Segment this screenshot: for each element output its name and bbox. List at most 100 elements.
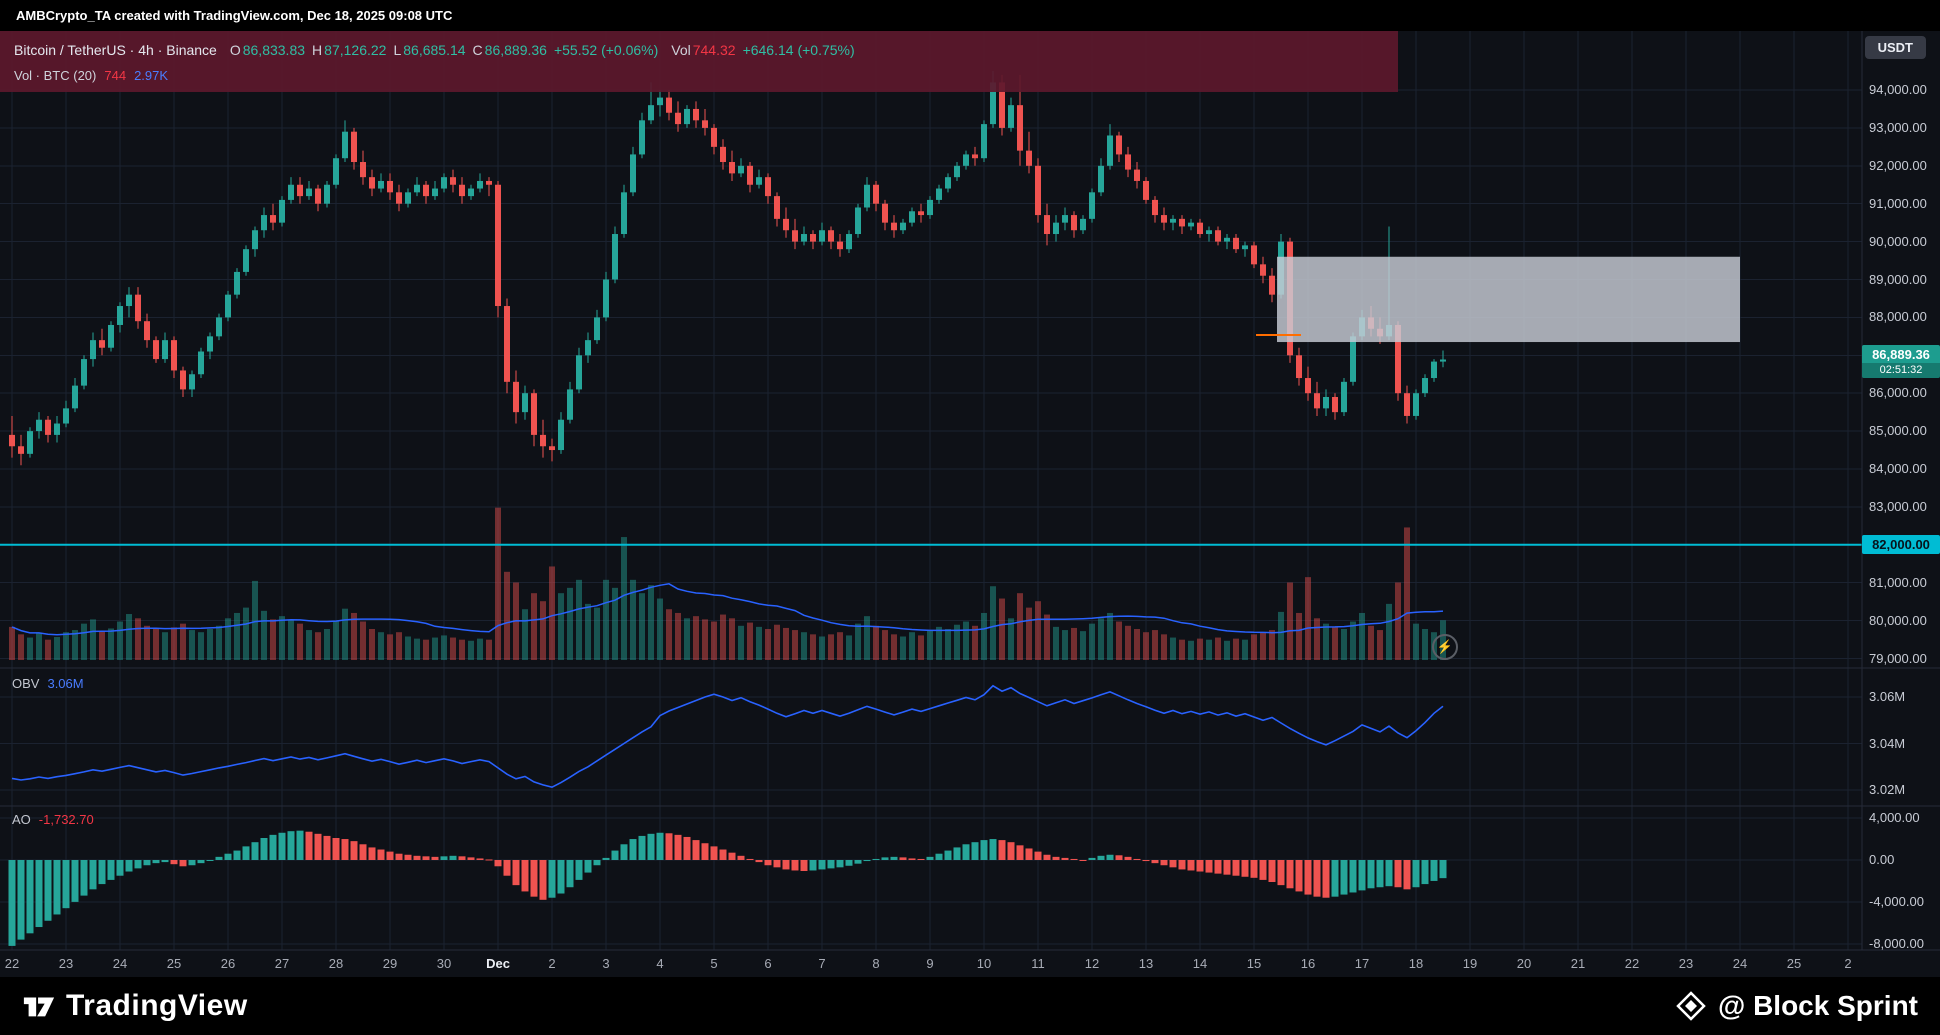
time-tick-label: 24	[1732, 956, 1748, 971]
close-label: C	[472, 42, 483, 58]
time-tick-label: 22	[4, 956, 20, 971]
time-tick-label: 14	[1192, 956, 1208, 971]
price-tick-label: 94,000.00	[1869, 82, 1927, 97]
time-tick-label: 16	[1300, 956, 1316, 971]
volume-bars	[9, 507, 1446, 660]
grid-lines	[0, 31, 1862, 950]
current-price-tag: 86,889.36 02:51:32	[1862, 345, 1940, 378]
hline-price-tag: 82,000.00	[1862, 535, 1940, 554]
time-tick-label: 22	[1624, 956, 1640, 971]
price-tick-label: 89,000.00	[1869, 271, 1927, 287]
price-tick-label: 88,000.00	[1869, 309, 1927, 325]
chart-canvas[interactable]	[0, 0, 1940, 977]
time-tick-label: 19	[1462, 956, 1478, 971]
time-tick-label: 18	[1408, 956, 1424, 971]
high-label: H	[312, 42, 323, 58]
obv-tick-label: 3.02M	[1869, 782, 1906, 797]
time-tick-label: 24	[112, 956, 128, 971]
price-tick-label: 80,000.00	[1869, 612, 1927, 628]
low-value: 86,685.14	[403, 42, 466, 58]
lightning-refresh-icon[interactable]: ⚡	[1432, 634, 1458, 660]
ao-tick-label: -8,000.00	[1869, 935, 1924, 951]
time-tick-label: 12	[1084, 956, 1100, 971]
high-value: 87,126.22	[324, 42, 387, 58]
obv-tick-label: 3.04M	[1869, 735, 1906, 751]
close-value: 86,889.36	[484, 42, 547, 58]
open-label: O	[229, 42, 241, 58]
ao-title: AO	[12, 812, 31, 827]
volume-indicator-value: 744	[104, 68, 127, 83]
price-axis[interactable]: 94,000.00 93,000.00 92,000.00 91,000.00 90,0…	[1862, 0, 1940, 977]
time-tick-label: 23	[1678, 956, 1694, 971]
legend-banner-overlay	[0, 31, 1398, 92]
time-tick-label: 3	[602, 956, 610, 971]
time-tick-label: 21	[1570, 956, 1586, 971]
time-axis[interactable]: 22 23 24 25 26 27 28 29 30 Dec 2 3 4 5 6 7 8 9 10 11 12 13 14 1…	[0, 950, 1862, 977]
time-tick-label: 6	[764, 956, 772, 971]
time-tick-label: 25	[166, 956, 182, 971]
price-tick-label: 84,000.00	[1869, 461, 1927, 476]
tradingview-logo-icon	[23, 997, 55, 1017]
candles-group	[9, 71, 1446, 466]
time-tick-label: 8	[872, 956, 880, 971]
current-price-value: 86,889.36	[1872, 347, 1930, 362]
ao-indicator-legend[interactable]: AO -1,732.70	[12, 812, 94, 827]
time-tick-label: 20	[1516, 956, 1532, 971]
change-value: +55.52 (+0.06%)	[553, 42, 659, 58]
price-tick-label: 86,000.00	[1869, 385, 1927, 401]
block-sprint-logo-icon	[1676, 991, 1706, 1021]
price-tick-label: 92,000.00	[1869, 157, 1927, 173]
price-tick-label: 90,000.00	[1869, 233, 1927, 249]
price-tick-label: 91,000.00	[1869, 195, 1927, 211]
symbol-legend[interactable]: Bitcoin / TetherUS · 4h · Binance O 86,83…	[14, 42, 855, 58]
time-tick-label: 26	[220, 956, 236, 971]
time-tick-label: 2	[548, 956, 556, 971]
obv-indicator-legend[interactable]: OBV 3.06M	[12, 676, 84, 691]
time-tick-label: 27	[274, 956, 290, 971]
time-tick-label: 5	[710, 956, 718, 971]
time-tick-label: 9	[926, 956, 934, 971]
vol-change-value: +646.14 (+0.75%)	[742, 42, 855, 58]
open-value: 86,833.83	[242, 42, 306, 58]
time-tick-label: 2	[1844, 956, 1852, 971]
price-tick-label: 79,000.00	[1869, 650, 1927, 666]
volume-ma-value: 2.97K	[134, 68, 169, 83]
bar-countdown: 02:51:32	[1862, 363, 1940, 378]
volume-indicator-legend[interactable]: Vol · BTC (20) 744 2.97K	[14, 68, 168, 83]
ao-histogram	[8, 830, 1447, 946]
price-tick-label: 83,000.00	[1869, 498, 1927, 514]
obv-value: 3.06M	[47, 676, 84, 691]
price-tick-label: 85,000.00	[1869, 423, 1927, 439]
obv-line	[11, 684, 1444, 789]
block-sprint-credit: @ Block Sprint	[1676, 990, 1918, 1022]
watermark-text: AMBCrypto_TA created with TradingView.co…	[16, 8, 453, 23]
volume-ma-line	[11, 583, 1444, 636]
time-tick-label: 15	[1246, 956, 1262, 971]
tradingview-brand: TradingView	[22, 989, 248, 1023]
watermark-bar: AMBCrypto_TA created with TradingView.co…	[0, 0, 1940, 31]
ao-value: -1,732.70	[38, 812, 94, 827]
symbol-title: Bitcoin / TetherUS · 4h · Binance	[14, 42, 217, 58]
ao-tick-label: 4,000.00	[1869, 810, 1920, 826]
time-tick-label: 25	[1786, 956, 1802, 971]
time-tick-label: 4	[656, 956, 664, 971]
time-tick-label: 30	[436, 956, 452, 971]
obv-title: OBV	[12, 676, 40, 691]
price-tick-label: 93,000.00	[1869, 119, 1927, 135]
obv-tick-label: 3.06M	[1869, 689, 1906, 704]
time-tick-label: 28	[328, 956, 344, 971]
time-tick-label: 29	[382, 956, 398, 971]
time-tick-label: 11	[1031, 956, 1045, 971]
tradingview-brand-text: TradingView	[66, 989, 248, 1022]
time-tick-label: Dec	[486, 956, 510, 971]
time-tick-label: 23	[58, 956, 74, 971]
ao-tick-label: 0.00	[1869, 852, 1895, 867]
vol-value: 744.32	[692, 42, 736, 58]
volume-indicator-name: Vol · BTC (20)	[14, 68, 97, 83]
ao-tick-label: -4,000.00	[1869, 893, 1924, 909]
currency-toggle-button[interactable]: USDT	[1864, 36, 1926, 59]
highlight-zone-rect[interactable]	[1277, 256, 1740, 343]
time-tick-label: 10	[976, 956, 992, 971]
time-tick-label: 17	[1354, 956, 1370, 971]
